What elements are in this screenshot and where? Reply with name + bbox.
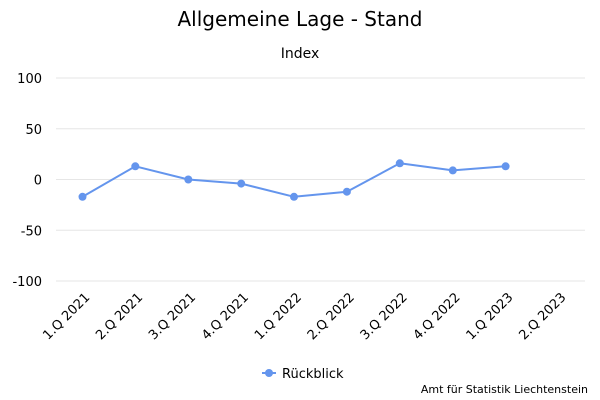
y-tick-label: 0 bbox=[34, 174, 42, 189]
y-tick-label: -50 bbox=[21, 224, 42, 239]
data-point[interactable] bbox=[131, 162, 140, 171]
y-axis-label: Index bbox=[281, 46, 320, 62]
data-point[interactable] bbox=[290, 192, 298, 201]
data-point[interactable] bbox=[78, 192, 87, 201]
x-tick-label: 1.Q 2022 bbox=[252, 290, 305, 343]
y-tick-label: 100 bbox=[17, 72, 42, 87]
series-line bbox=[81, 162, 506, 198]
legend-item-label[interactable]: Rückblick bbox=[282, 367, 344, 382]
legend[interactable]: Rückblick bbox=[262, 367, 344, 382]
data-point[interactable] bbox=[237, 179, 246, 188]
data-point[interactable] bbox=[501, 162, 510, 171]
y-tick-label: 50 bbox=[25, 123, 42, 138]
x-tick-label: 2.Q 2022 bbox=[305, 290, 358, 343]
credits[interactable]: Amt für Statistik Liechtenstein bbox=[421, 383, 588, 396]
y-axis-ticks: 100 50 0 -50 -100 bbox=[12, 72, 42, 290]
data-point[interactable] bbox=[342, 187, 351, 196]
x-tick-label: 1.Q 2023 bbox=[464, 290, 517, 343]
x-axis-ticks: 1.Q 2021 2.Q 2021 3.Q 2021 4.Q 2021 1.Q 2022… bbox=[40, 290, 569, 343]
x-tick-label: 3.Q 2022 bbox=[358, 290, 411, 343]
x-tick-label: 4.Q 2021 bbox=[199, 290, 252, 343]
legend-symbol-marker bbox=[265, 369, 273, 377]
grid-lines bbox=[56, 77, 585, 282]
x-tick-label: 4.Q 2022 bbox=[411, 290, 464, 343]
x-tick-label: 2.Q 2023 bbox=[516, 290, 569, 343]
data-point[interactable] bbox=[184, 175, 193, 184]
data-point[interactable] bbox=[395, 159, 404, 168]
series-layer bbox=[78, 159, 510, 201]
x-tick-label: 1.Q 2021 bbox=[40, 290, 93, 343]
y-tick-label: -100 bbox=[12, 275, 42, 290]
data-point[interactable] bbox=[448, 166, 457, 175]
chart-title: Allgemeine Lage - Stand bbox=[178, 7, 423, 31]
x-tick-label: 3.Q 2021 bbox=[146, 290, 199, 343]
x-tick-label: 2.Q 2021 bbox=[93, 290, 146, 343]
